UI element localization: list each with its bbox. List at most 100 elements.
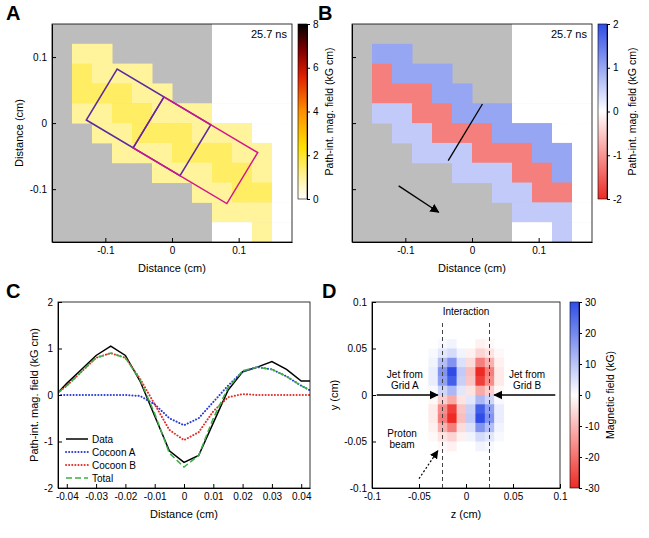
heatmap-cell — [494, 376, 504, 386]
heatmap-cell — [252, 83, 273, 103]
heatmap-cell — [457, 423, 467, 433]
panel: -0.1-0.0500.050.1-0.1-0.0500.050.1z (cm)… — [328, 297, 568, 520]
x-tick-mark — [513, 484, 514, 488]
annotation-text: Jet fromGrid A — [387, 369, 423, 391]
heatmap-cell — [494, 386, 504, 396]
heatmap-cell — [457, 395, 467, 405]
heatmap-cell — [232, 202, 253, 222]
x-tick-label: -0.05 — [408, 491, 431, 502]
y-tick-label: -1 — [44, 436, 53, 447]
heatmap-cell — [232, 222, 253, 242]
heatmap-cell — [466, 414, 476, 424]
heatmap-cell — [494, 339, 504, 349]
heatmap-cell — [192, 103, 213, 123]
legend-swatch — [66, 451, 88, 453]
legend: DataCocoon ACocoon BTotal — [66, 434, 136, 484]
x-axis: -0.1-0.0500.050.1 — [364, 484, 568, 502]
colorbar-tick-label: 2 — [313, 150, 319, 161]
text-line: Grid B — [513, 380, 542, 391]
text-line: beam — [390, 439, 415, 450]
x-tick-mark — [155, 484, 156, 488]
heatmap-cell — [252, 44, 273, 64]
x-tick-mark — [67, 484, 68, 488]
x-tick-mark — [184, 484, 185, 488]
heatmap-cell — [572, 123, 592, 143]
region-box — [86, 69, 211, 176]
heatmap-cell — [552, 123, 573, 143]
heatmap-cell — [232, 83, 253, 103]
y-tick-label: 1 — [47, 343, 53, 354]
colorbar: -30-20-100102030Magnetic field (kG) — [570, 297, 616, 494]
heatmap-cell — [466, 367, 476, 377]
heatmap-cell — [475, 386, 485, 396]
heatmap-cell — [252, 222, 273, 242]
colorbar-tick: -20 — [579, 452, 600, 463]
heatmap-cell — [512, 163, 533, 183]
heatmap-cell — [466, 358, 476, 368]
heatmap-cell — [475, 414, 485, 424]
heatmap-cell — [492, 183, 513, 203]
heatmap-cell — [552, 103, 573, 123]
colorbar-tick-label: 4 — [313, 106, 319, 117]
x-tick: -0.03 — [85, 484, 108, 502]
heatmap-cell — [252, 163, 273, 183]
colorbar-tick-label: 20 — [585, 328, 597, 339]
heatmap-cell — [447, 423, 457, 433]
heatmap-cell — [252, 143, 273, 163]
colorbar: 02468Path-int. mag. field (kG cm) — [298, 19, 335, 205]
heatmap-cell — [552, 143, 573, 163]
y-tick-label: 0 — [41, 118, 47, 129]
x-tick-mark — [105, 238, 106, 242]
heatmap-cell — [232, 103, 253, 123]
heatmap-cell — [472, 143, 493, 163]
heatmap-cell — [512, 143, 533, 163]
heatmap-cell — [92, 44, 113, 64]
y-tick: 0.1 — [33, 52, 56, 63]
x-tick: 0.05 — [504, 484, 524, 502]
heatmap-cell — [552, 64, 573, 84]
heatmap-cell — [428, 414, 438, 424]
series-line — [58, 353, 310, 467]
y-tick: -1 — [44, 436, 62, 447]
x-tick: -0.01 — [144, 484, 167, 502]
x-tick-label: 0.1 — [532, 245, 546, 256]
heatmap-cell — [172, 123, 193, 143]
x-tick-label: -0.03 — [85, 491, 108, 502]
y-tick-mark — [58, 349, 62, 350]
colorbar-axis: 02468 — [307, 19, 319, 205]
heatmap-cell — [552, 183, 573, 203]
y-tick-mark — [372, 349, 376, 350]
colorbar-tick-label: 0 — [585, 390, 591, 401]
y-tick-label: -2 — [44, 483, 53, 494]
y-tick-mark — [58, 488, 62, 489]
heatmap-cell — [472, 103, 493, 123]
annotation-text: Jet fromGrid B — [509, 369, 545, 391]
heatmap-cell — [428, 339, 438, 349]
x-axis-title: Distance (cm) — [138, 262, 206, 274]
x-tick: 0.1 — [232, 238, 246, 256]
heatmap-cell — [212, 64, 233, 84]
colorbar-gradient — [298, 24, 307, 199]
heatmap-cell — [494, 349, 504, 359]
heatmap-cell — [457, 432, 467, 442]
heatmap-cell — [432, 143, 453, 163]
heatmap-cell — [572, 202, 592, 222]
legend-label: Cocoon A — [92, 447, 136, 458]
x-tick-mark — [419, 484, 420, 488]
heatmap-cell — [452, 103, 473, 123]
heatmap-cell — [466, 423, 476, 433]
heatmap-cell — [572, 163, 592, 183]
colorbar-tick-label: 0 — [613, 106, 619, 117]
colorbar-gradient — [570, 302, 579, 488]
heatmap-cell — [475, 432, 485, 442]
overlays — [399, 104, 483, 212]
colorbar-tick: -30 — [579, 483, 600, 494]
x-tick-label: -0.1 — [397, 245, 415, 256]
heatmap-cell — [272, 163, 292, 183]
heatmap-cell — [466, 395, 476, 405]
x-tick-mark — [560, 484, 561, 488]
heatmap-cell — [72, 83, 93, 103]
heatmap-cell — [475, 358, 485, 368]
y-tick-mark — [352, 189, 356, 190]
heatmap-cell — [272, 202, 292, 222]
